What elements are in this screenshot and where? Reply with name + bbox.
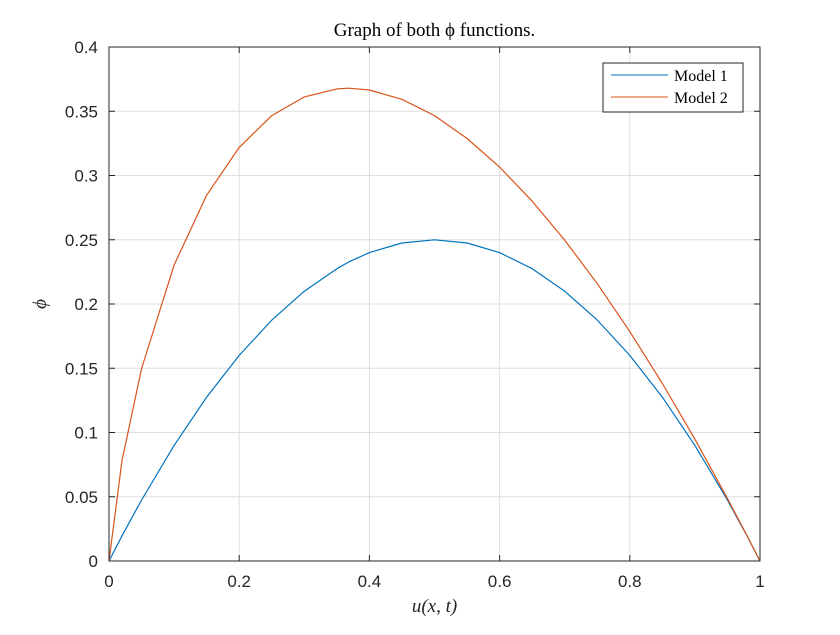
legend-label-model-2: Model 2 xyxy=(674,90,728,107)
legend-label-model-1: Model 1 xyxy=(674,68,728,85)
series-line-model-1 xyxy=(108,239,761,562)
y-tick-label: 0.3 xyxy=(74,167,98,186)
x-tick-label: 0 xyxy=(104,572,113,591)
chart-title: Graph of both ϕ functions. xyxy=(334,20,536,41)
x-tick-label: 0.2 xyxy=(227,572,251,591)
legend: Model 1 Model 2 xyxy=(602,62,744,113)
y-tick-label: 0.2 xyxy=(74,295,98,314)
x-axis-label: u(x, t) xyxy=(412,596,457,617)
y-tick-label: 0.4 xyxy=(74,38,98,57)
y-tick-label: 0.05 xyxy=(65,488,98,507)
y-tick-label: 0.25 xyxy=(65,231,98,250)
series-layer xyxy=(108,87,761,562)
x-tick-label: 1 xyxy=(755,572,764,591)
series-line-model-2 xyxy=(108,87,761,562)
y-tick-label: 0.35 xyxy=(65,102,98,121)
y-tick-label: 0.1 xyxy=(74,424,98,443)
x-tick-label: 0.4 xyxy=(358,572,382,591)
ticks: 0 0.2 0.4 0.6 0.8 1 0 0.05 0.1 0.15 0.2 0.25 0.3 0.35… xyxy=(65,38,765,591)
x-tick-label: 0.6 xyxy=(488,572,512,591)
y-tick-label: 0 xyxy=(89,552,98,571)
legend-box xyxy=(602,62,744,113)
y-tick-label: 0.15 xyxy=(65,359,98,378)
x-tick-label: 0.8 xyxy=(618,572,642,591)
y-axis-label: ϕ xyxy=(30,299,51,309)
